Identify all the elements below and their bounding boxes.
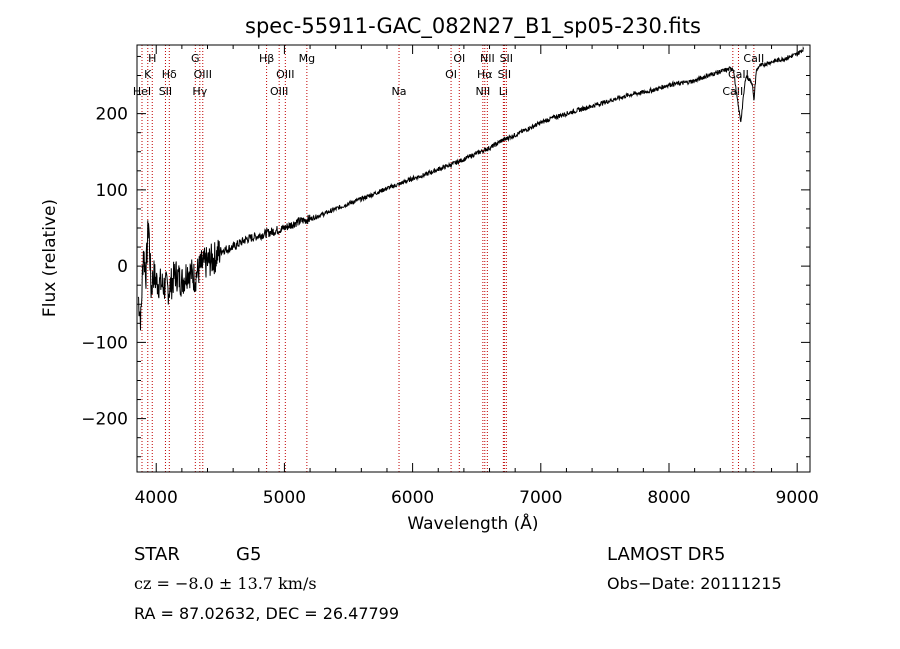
y-tick-label: −100: [81, 333, 128, 353]
y-tick-label: 100: [96, 181, 128, 201]
x-tick-label: 8000: [647, 488, 690, 508]
spectral-line-label: G: [191, 52, 200, 65]
spectral-line-label: Li: [499, 85, 508, 98]
spectral-line-label: NII: [480, 52, 495, 65]
spectral-line-label: Mg: [299, 52, 315, 65]
y-axis: −200 −100 0 100 200: [81, 55, 810, 458]
x-axis-label: Wavelength (Å): [407, 512, 538, 534]
y-axis-label: Flux (relative): [40, 199, 60, 317]
ra-dec: RA = 87.02632, DEC = 26.47799: [134, 604, 399, 623]
x-tick-label: 9000: [776, 488, 819, 508]
spectral-line-label: OI: [453, 52, 465, 65]
spectral-line-label: OIII: [194, 68, 212, 81]
spectrum-series: [137, 45, 805, 331]
x-tick-label: 4000: [135, 488, 178, 508]
spectral-line-label: Na: [392, 85, 407, 98]
spectral-line-label: SII: [498, 68, 511, 81]
spectral-lines-layer: HeIKHSIIHδGHγOIIIHβOIIIOIIIMgNaOIOINIIHα…: [133, 45, 764, 472]
spectral-line-label: Hβ: [259, 52, 274, 65]
plot-frame: [136, 44, 811, 473]
survey-name: LAMOST DR5: [607, 544, 725, 565]
spectral-line-label: H: [148, 52, 156, 65]
spectral-line-label: CaII: [722, 85, 743, 98]
object-subclass: G5: [236, 544, 261, 565]
spectral-line-label: Hα: [477, 68, 493, 81]
x-tick-label: 5000: [263, 488, 306, 508]
redshift-cz: cz = −8.0 ± 13.7 km/s: [134, 574, 317, 593]
chart-title: spec-55911-GAC_082N27_B1_sp05-230.fits: [245, 14, 701, 39]
spectral-line-label: Hγ: [192, 85, 207, 98]
spectral-line-label: K: [144, 68, 152, 81]
x-tick-label: 7000: [519, 488, 562, 508]
spectral-line-label: CaII: [743, 52, 764, 65]
object-class: STAR: [134, 544, 180, 565]
observation-date: Obs−Date: 20111215: [607, 574, 782, 593]
spectral-line-label: HeI: [133, 85, 151, 98]
y-tick-label: −200: [81, 410, 128, 430]
spectral-line-label: SII: [159, 85, 172, 98]
y-tick-label: 200: [96, 105, 128, 125]
spectral-line-label: OIII: [270, 85, 288, 98]
spectral-line-label: OI: [445, 68, 457, 81]
x-axis: 4000 5000 6000 7000 8000 9000: [135, 45, 819, 508]
series-layer: [137, 45, 805, 331]
spectral-line-label: OIII: [276, 68, 294, 81]
x-tick-label: 6000: [391, 488, 434, 508]
spectral-line-label: SII: [500, 52, 513, 65]
spectral-line-label: NII: [475, 85, 490, 98]
y-tick-label: 0: [117, 257, 128, 277]
spectral-line-label: Hδ: [162, 68, 177, 81]
